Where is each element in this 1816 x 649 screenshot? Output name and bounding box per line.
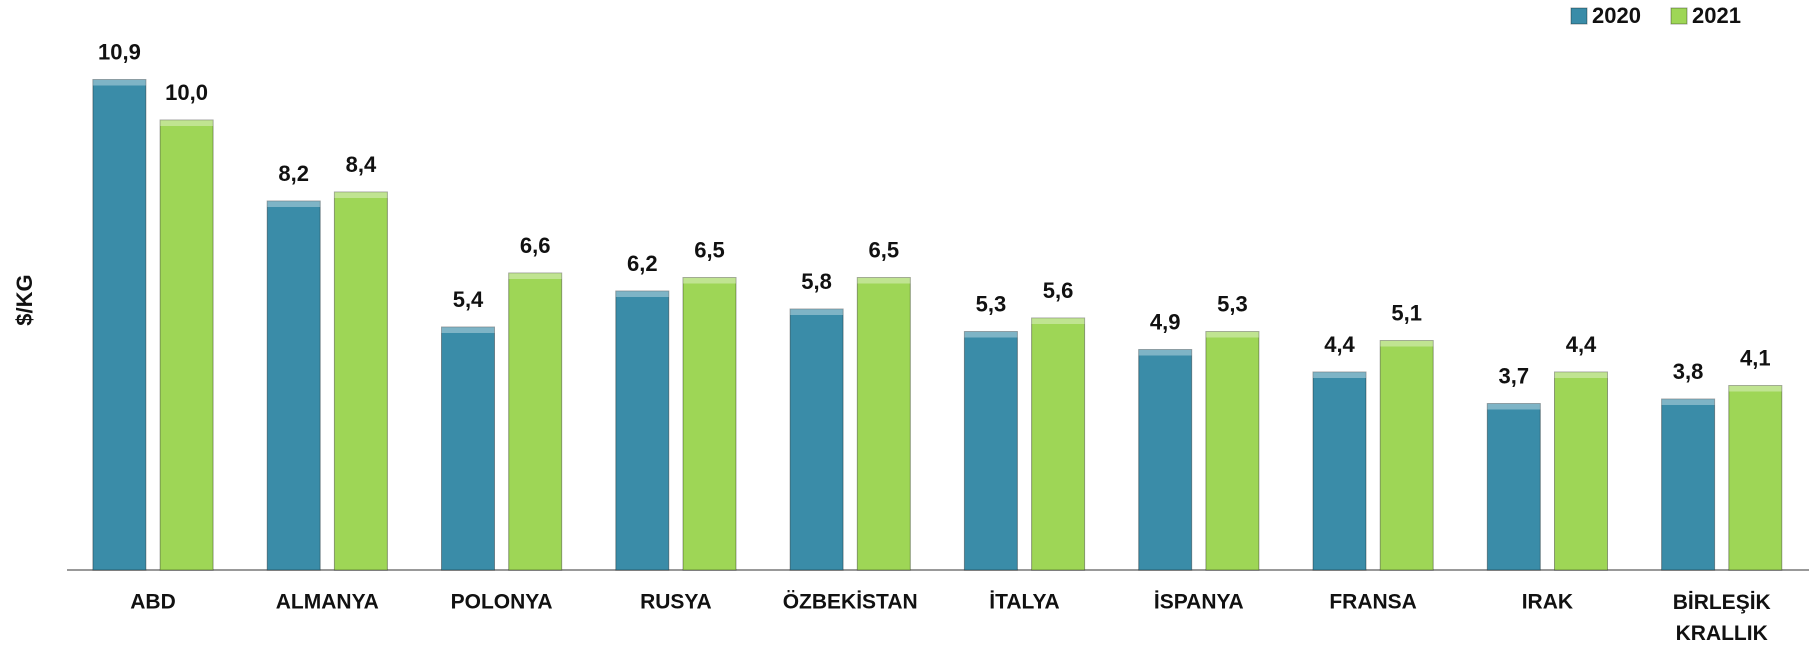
value-label: 3,8 xyxy=(1673,359,1704,384)
bar xyxy=(1379,340,1434,571)
bar xyxy=(789,308,844,571)
value-label: 4,4 xyxy=(1324,332,1355,357)
bar xyxy=(1205,331,1260,571)
bar xyxy=(92,79,147,571)
bar xyxy=(1138,349,1193,571)
bar xyxy=(508,272,563,571)
bar xyxy=(1661,398,1716,571)
value-label: 4,9 xyxy=(1150,309,1181,334)
bar-bevel xyxy=(1031,318,1085,324)
bar-bevel xyxy=(1380,340,1434,347)
bar xyxy=(159,119,214,571)
bar-bevel xyxy=(1205,331,1259,338)
x-tick-label: IRAK xyxy=(1522,591,1573,614)
bar-bevel xyxy=(334,192,388,198)
legend-label: 2021 xyxy=(1692,3,1741,28)
value-label: 8,4 xyxy=(346,152,377,177)
bar xyxy=(441,326,495,571)
bar xyxy=(1486,403,1541,571)
x-tick-label: ALMANYA xyxy=(276,591,379,614)
bar xyxy=(615,290,670,571)
legend-swatch xyxy=(1670,7,1688,25)
bar xyxy=(266,200,321,571)
value-label: 4,1 xyxy=(1740,345,1771,370)
bar xyxy=(333,191,388,571)
value-label: 6,6 xyxy=(520,233,551,258)
value-label: 5,4 xyxy=(453,287,484,312)
value-label: 5,8 xyxy=(801,269,832,294)
value-label: 5,1 xyxy=(1391,300,1422,325)
value-label: 8,2 xyxy=(278,161,309,186)
legend-label: 2020 xyxy=(1592,3,1641,28)
bar xyxy=(963,331,1018,571)
bar-bevel xyxy=(508,273,562,279)
x-tick-label: İTALYA xyxy=(989,591,1059,614)
bar-bevel xyxy=(857,277,911,284)
x-tick-label: POLONYA xyxy=(451,591,553,614)
bar xyxy=(1312,371,1367,571)
bar-bevel xyxy=(964,331,1018,338)
value-label: 6,5 xyxy=(694,237,725,262)
bar-bevel xyxy=(441,327,495,333)
value-label: 5,6 xyxy=(1043,278,1074,303)
value-label: 10,0 xyxy=(165,80,208,105)
value-label: 10,9 xyxy=(98,39,141,64)
legend-swatch xyxy=(1570,7,1588,25)
bar-bevel xyxy=(1487,403,1541,410)
bar xyxy=(1031,317,1086,571)
x-tick-label: ÖZBEKİSTAN xyxy=(783,591,918,614)
bar-bevel xyxy=(160,120,214,126)
bar-bevel xyxy=(1661,399,1715,405)
bar xyxy=(1728,385,1783,571)
value-label: 5,3 xyxy=(1217,291,1248,316)
bar-bevel xyxy=(1554,372,1608,378)
value-label: 5,3 xyxy=(976,291,1007,316)
bar xyxy=(1554,371,1608,571)
bar-bevel xyxy=(1138,349,1192,356)
bar-bevel xyxy=(1728,385,1782,392)
bar-bevel xyxy=(790,309,844,315)
value-label: 6,2 xyxy=(627,251,658,276)
bar-bevel xyxy=(92,79,146,86)
x-tick-label: RUSYA xyxy=(640,591,712,614)
x-tick-label: İSPANYA xyxy=(1154,591,1244,614)
bar-bevel xyxy=(615,291,669,297)
bar-bevel xyxy=(267,201,321,207)
x-tick-label: BİRLEŞİK KRALLIK xyxy=(1673,591,1771,645)
bar xyxy=(856,277,911,571)
bar xyxy=(682,277,737,571)
value-label: 4,4 xyxy=(1566,332,1597,357)
value-label: 6,5 xyxy=(869,237,900,262)
x-tick-label: FRANSA xyxy=(1329,591,1417,614)
y-axis-label: $/KG xyxy=(12,274,37,325)
x-tick-label: ABD xyxy=(130,591,176,614)
bar-bevel xyxy=(683,277,736,284)
bar-bevel xyxy=(1313,372,1366,378)
value-label: 3,7 xyxy=(1499,363,1530,388)
